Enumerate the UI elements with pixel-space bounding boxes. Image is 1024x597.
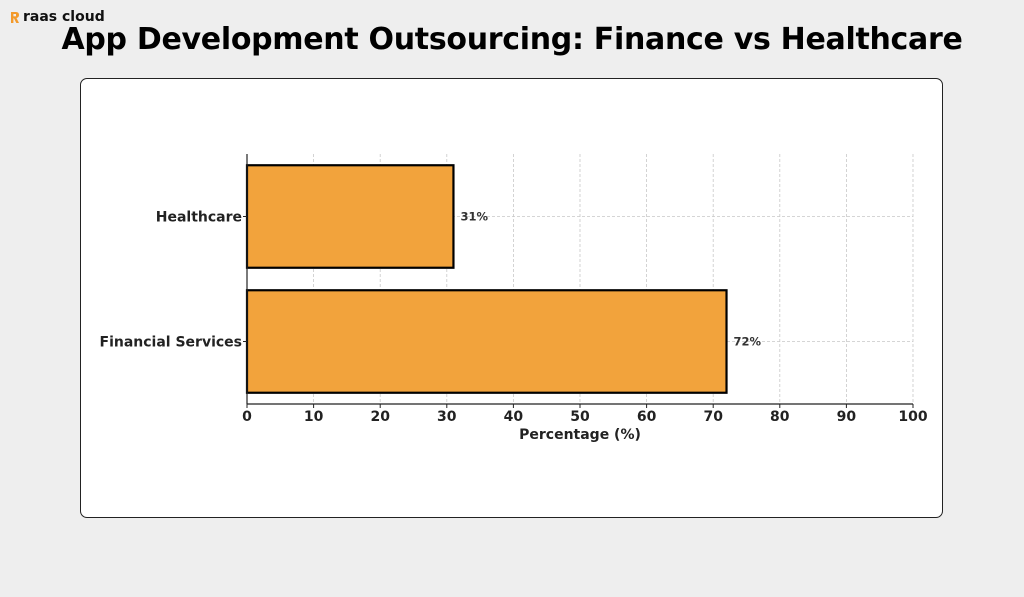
category-label: Financial Services	[100, 335, 243, 351]
bars	[245, 164, 728, 394]
x-tick-label: 100	[898, 409, 927, 425]
bar	[245, 289, 728, 394]
x-axis-label: Percentage (%)	[519, 427, 641, 443]
x-tick-label: 0	[242, 409, 252, 425]
x-tick-label: 70	[703, 409, 723, 425]
x-tick-label: 40	[504, 409, 524, 425]
bar-chart: 31% Healthcare 72% Financial Services 0 10 20 3…	[100, 154, 928, 444]
page-title: App Development Outsourcing: Finance vs …	[61, 22, 963, 57]
x-tick-label: 50	[570, 409, 590, 425]
brand-name: raas cloud	[23, 9, 105, 25]
chart-card: 31% Healthcare 72% Financial Services 0 10 20 3…	[80, 78, 943, 518]
bar-value-label: 72%	[734, 335, 762, 349]
labels: 31% Healthcare 72% Financial Services 0 10 20 3…	[100, 210, 928, 444]
x-tick-label: 80	[770, 409, 790, 425]
x-tick-label: 30	[437, 409, 457, 425]
x-tick-label: 90	[837, 409, 857, 425]
brand-logo: raas cloud	[10, 9, 105, 25]
x-tick-label: 60	[637, 409, 657, 425]
raas-cloud-logo-icon	[11, 11, 19, 23]
bar-value-label: 31%	[460, 210, 488, 224]
x-tick-label: 20	[370, 409, 390, 425]
axes	[243, 154, 914, 408]
bar	[245, 164, 455, 269]
x-tick-label: 10	[304, 409, 324, 425]
category-label: Healthcare	[156, 210, 242, 226]
